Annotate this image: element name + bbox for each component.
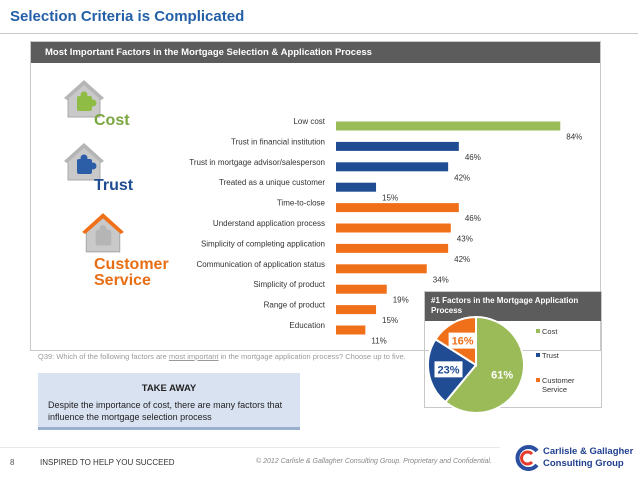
page-title: Selection Criteria is Complicated <box>10 8 245 25</box>
bar-category-label: Trust in financial institution <box>231 137 325 146</box>
bar <box>336 141 459 151</box>
bar-category-label: Simplicity of product <box>253 280 325 289</box>
bar <box>336 243 449 253</box>
bar-category-label: Simplicity of completing application <box>201 239 325 248</box>
footer-divider <box>0 447 500 448</box>
bar-value-label: 34% <box>433 275 449 284</box>
bar-value-label: 15% <box>382 316 398 325</box>
bar <box>336 284 387 294</box>
bar-value-label: 19% <box>393 296 409 305</box>
bar-value-label: 11% <box>371 337 386 346</box>
page-number: 8 <box>10 458 15 467</box>
chart-panel <box>30 41 601 351</box>
takeaway-box: TAKE AWAY Despite the importance of cost… <box>38 373 300 430</box>
bar-category-label: Trust in mortgage advisor/salesperson <box>189 158 325 167</box>
footer-tagline: INSPIRED TO HELP YOU SUCCEED <box>40 458 175 467</box>
question-text-pre: Q39: Which of the following factors are <box>38 352 169 361</box>
bar-category-label: Education <box>289 321 325 330</box>
bar-category-label: Range of product <box>264 301 326 310</box>
bar <box>336 203 459 213</box>
bar-value-label: 42% <box>454 173 470 182</box>
bar-value-label: 84% <box>566 133 582 142</box>
company-logo: Carlisle & Gallagher Consulting Group <box>512 440 634 474</box>
bar <box>336 223 451 233</box>
bar-value-label: 46% <box>465 214 481 223</box>
question-text-post: in the mortgage application process? Cho… <box>218 352 406 361</box>
logo-swirl-icon <box>515 445 539 471</box>
category-service-label: Customer Service <box>94 256 169 289</box>
house-puzzle-green-icon <box>62 77 106 121</box>
bar-value-label: 46% <box>465 153 481 162</box>
takeaway-body: Despite the importance of cost, there ar… <box>48 400 283 422</box>
category-trust-label: Trust <box>94 177 134 194</box>
bar <box>336 325 366 335</box>
panel-header: Most Important Factors in the Mortgage S… <box>31 42 600 63</box>
bar-value-label: 15% <box>382 194 398 203</box>
takeaway-title: TAKE AWAY <box>141 383 197 394</box>
bar <box>336 264 427 274</box>
bar <box>336 121 561 131</box>
bar-category-label: Understand application process <box>213 219 325 228</box>
house-puzzle-orange-icon <box>80 210 126 256</box>
category-cost-label: Cost <box>94 112 130 129</box>
bar-category-label: Treated as a unique customer <box>219 178 325 187</box>
house-puzzle-blue-icon <box>62 140 106 184</box>
bar-category-label: Time-to-close <box>277 199 326 208</box>
logo-line-1: Carlisle & Gallagher <box>543 446 634 457</box>
bar <box>336 182 377 192</box>
bar <box>336 162 449 172</box>
pie-title: #1 Factors in the Mortgage Application P… <box>425 292 601 321</box>
factors-bar-chart: Low cost 84% Trust in financial institutio… <box>189 117 582 346</box>
title-divider <box>0 33 638 34</box>
bar-category-label: Communication of application status <box>196 260 325 269</box>
bar-value-label: 43% <box>457 235 473 244</box>
footer-copyright: © 2012 Carlisle & Gallagher Consulting G… <box>256 458 492 465</box>
survey-question: Q39: Which of the following factors are … <box>38 352 418 362</box>
bar-value-label: 42% <box>454 255 470 264</box>
bar <box>336 305 377 315</box>
logo-line-2: Consulting Group <box>543 458 624 469</box>
question-emphasis: most important <box>168 352 219 361</box>
bar-category-label: Low cost <box>293 117 325 126</box>
